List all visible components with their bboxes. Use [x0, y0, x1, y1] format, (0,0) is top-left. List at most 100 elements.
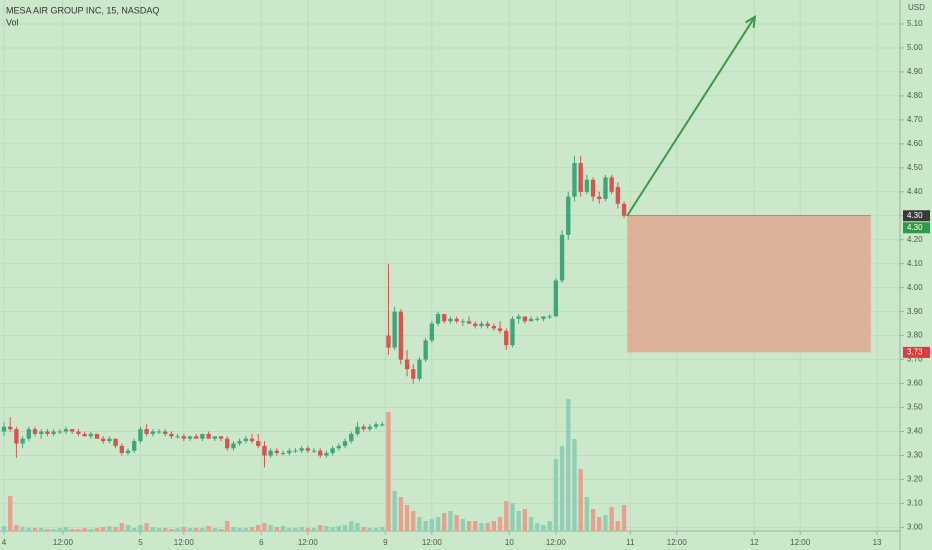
- candle-body: [460, 321, 466, 323]
- volume-bar: [318, 525, 323, 531]
- volume-bar: [373, 528, 379, 531]
- candle-body: [398, 311, 404, 360]
- candle-body: [1, 426, 7, 432]
- y-tick-label: 4.00: [907, 283, 923, 292]
- candle-body: [435, 314, 441, 324]
- volume-bar: [367, 528, 373, 531]
- candle-body: [88, 433, 93, 437]
- y-tick-label: 3.50: [907, 403, 923, 412]
- x-tick-label: 5: [138, 538, 143, 547]
- candle-body: [8, 426, 13, 430]
- volume-bar: [355, 523, 360, 531]
- volume-bar: [45, 529, 50, 531]
- volume-bar: [404, 505, 410, 531]
- price-label: 3.73: [907, 348, 923, 357]
- volume-bar: [169, 529, 174, 531]
- volume-bar: [249, 527, 255, 531]
- volume-bar: [336, 526, 342, 531]
- volume-bar: [26, 528, 31, 531]
- candle-body: [342, 441, 348, 446]
- y-tick-label: 4.90: [907, 67, 923, 76]
- candle-body: [274, 450, 280, 454]
- x-tick-label: 12:00: [53, 538, 74, 547]
- candle-body: [367, 426, 373, 430]
- candle-body: [63, 429, 69, 432]
- volume-bar: [132, 528, 137, 531]
- candle-body: [547, 316, 552, 318]
- candle-body: [510, 318, 515, 346]
- arrow-line: [626, 16, 756, 217]
- volume-bar: [311, 528, 317, 531]
- candle-body: [380, 424, 385, 426]
- candle-body: [20, 438, 25, 444]
- candle-body: [386, 335, 391, 348]
- volume-bar: [615, 521, 621, 531]
- candle-body: [528, 318, 534, 322]
- candle-body: [138, 429, 143, 442]
- volume-bar: [516, 511, 521, 531]
- candle-body: [429, 323, 435, 341]
- candle-body: [590, 179, 596, 197]
- price-label: 4.30: [907, 223, 923, 232]
- volume-bar: [454, 515, 459, 531]
- candle-body: [504, 330, 509, 346]
- volume-bar: [39, 528, 44, 531]
- candle-body: [45, 431, 50, 434]
- x-tick-label: 12:00: [298, 538, 319, 547]
- y-tick-label: 3.90: [907, 307, 923, 316]
- x-tick-label: 6: [259, 538, 264, 547]
- volume-bar: [305, 528, 311, 531]
- volume-bar: [94, 528, 100, 531]
- x-tick-label: 9: [383, 538, 388, 547]
- volume-bar: [491, 521, 497, 531]
- x-tick-label: 12:00: [790, 538, 811, 547]
- y-tick-label: 3.10: [907, 499, 923, 508]
- candle-body: [175, 436, 180, 438]
- candle-body: [107, 438, 112, 442]
- y-tick-label: 3.00: [907, 523, 923, 532]
- candle-body: [305, 448, 311, 451]
- volume-bar: [57, 528, 62, 531]
- y-tick-label: 4.70: [907, 115, 923, 124]
- candle-body: [169, 433, 174, 437]
- volume-bar: [287, 528, 292, 531]
- volume-bar: [460, 519, 466, 531]
- volume-bar: [125, 525, 131, 531]
- volume-bar: [590, 509, 596, 531]
- volume-bar: [293, 528, 298, 531]
- volume-bar: [14, 525, 19, 531]
- volume-bar: [361, 527, 366, 531]
- volume-bar: [150, 527, 155, 531]
- candle-body: [76, 431, 81, 434]
- candle-body: [572, 163, 577, 197]
- volume-bar: [429, 519, 435, 531]
- candle-body: [194, 436, 199, 439]
- candle-body: [336, 445, 342, 449]
- candle-body: [442, 314, 447, 322]
- volume-bar: [522, 509, 528, 531]
- chart-title: MESA AIR GROUP INC, 15, NASDAQ: [6, 5, 159, 15]
- volume-bar: [76, 529, 81, 531]
- candle-body: [541, 316, 546, 319]
- candle-body: [218, 436, 224, 439]
- volume-bar: [510, 503, 515, 531]
- candle-body: [32, 429, 38, 434]
- volume-bar: [621, 505, 627, 531]
- candle-body: [181, 436, 186, 439]
- volume-bar: [559, 446, 565, 531]
- volume-bar: [256, 525, 261, 531]
- price-label-box: [903, 222, 930, 234]
- candle-body: [57, 431, 62, 433]
- candle-body: [479, 323, 484, 327]
- y-tick-label: 4.20: [907, 235, 923, 244]
- candle-body: [299, 448, 304, 451]
- candle-body: [132, 441, 137, 451]
- range-rectangle: [627, 215, 871, 353]
- volume-bar: [411, 511, 416, 531]
- volume-bar: [597, 517, 602, 531]
- price-label-box: [903, 346, 930, 358]
- volume-bar: [435, 517, 441, 531]
- volume-bar: [237, 528, 242, 531]
- candle-body: [243, 438, 248, 442]
- volume-bar: [442, 513, 447, 531]
